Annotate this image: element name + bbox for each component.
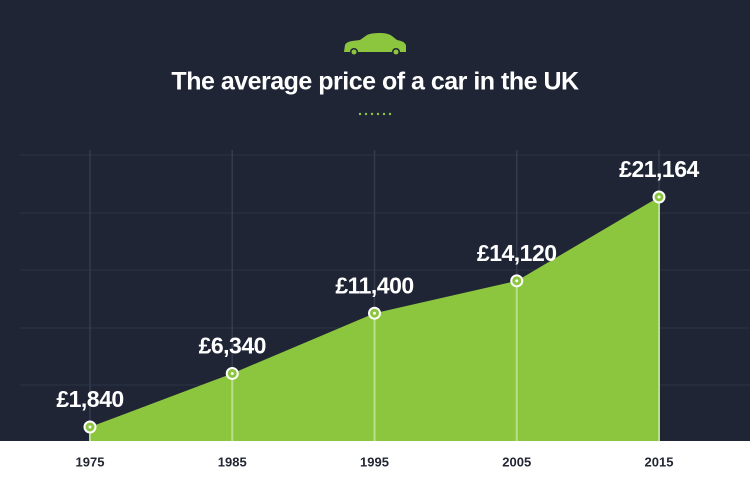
value-label: £11,400: [335, 272, 413, 298]
x-tick-label: 2005: [502, 454, 531, 469]
x-tick-label: 1985: [218, 454, 247, 469]
point-center: [373, 311, 376, 315]
x-tick-label: 1975: [76, 454, 105, 469]
value-label: £1,840: [56, 386, 123, 412]
chart-title: The average price of a car in the UK: [171, 68, 579, 96]
x-tick-label: 2015: [645, 454, 674, 469]
x-tick-label: 1995: [360, 454, 389, 469]
point-center: [515, 279, 519, 283]
axis-strip: [0, 441, 750, 477]
value-label: £6,340: [199, 333, 266, 359]
value-label: £21,164: [619, 156, 699, 182]
title-dots: [358, 112, 392, 116]
point-center: [230, 371, 234, 375]
car-icon: [344, 33, 406, 56]
point-center: [657, 195, 661, 199]
value-label: £14,120: [477, 240, 557, 266]
point-center: [88, 425, 92, 429]
